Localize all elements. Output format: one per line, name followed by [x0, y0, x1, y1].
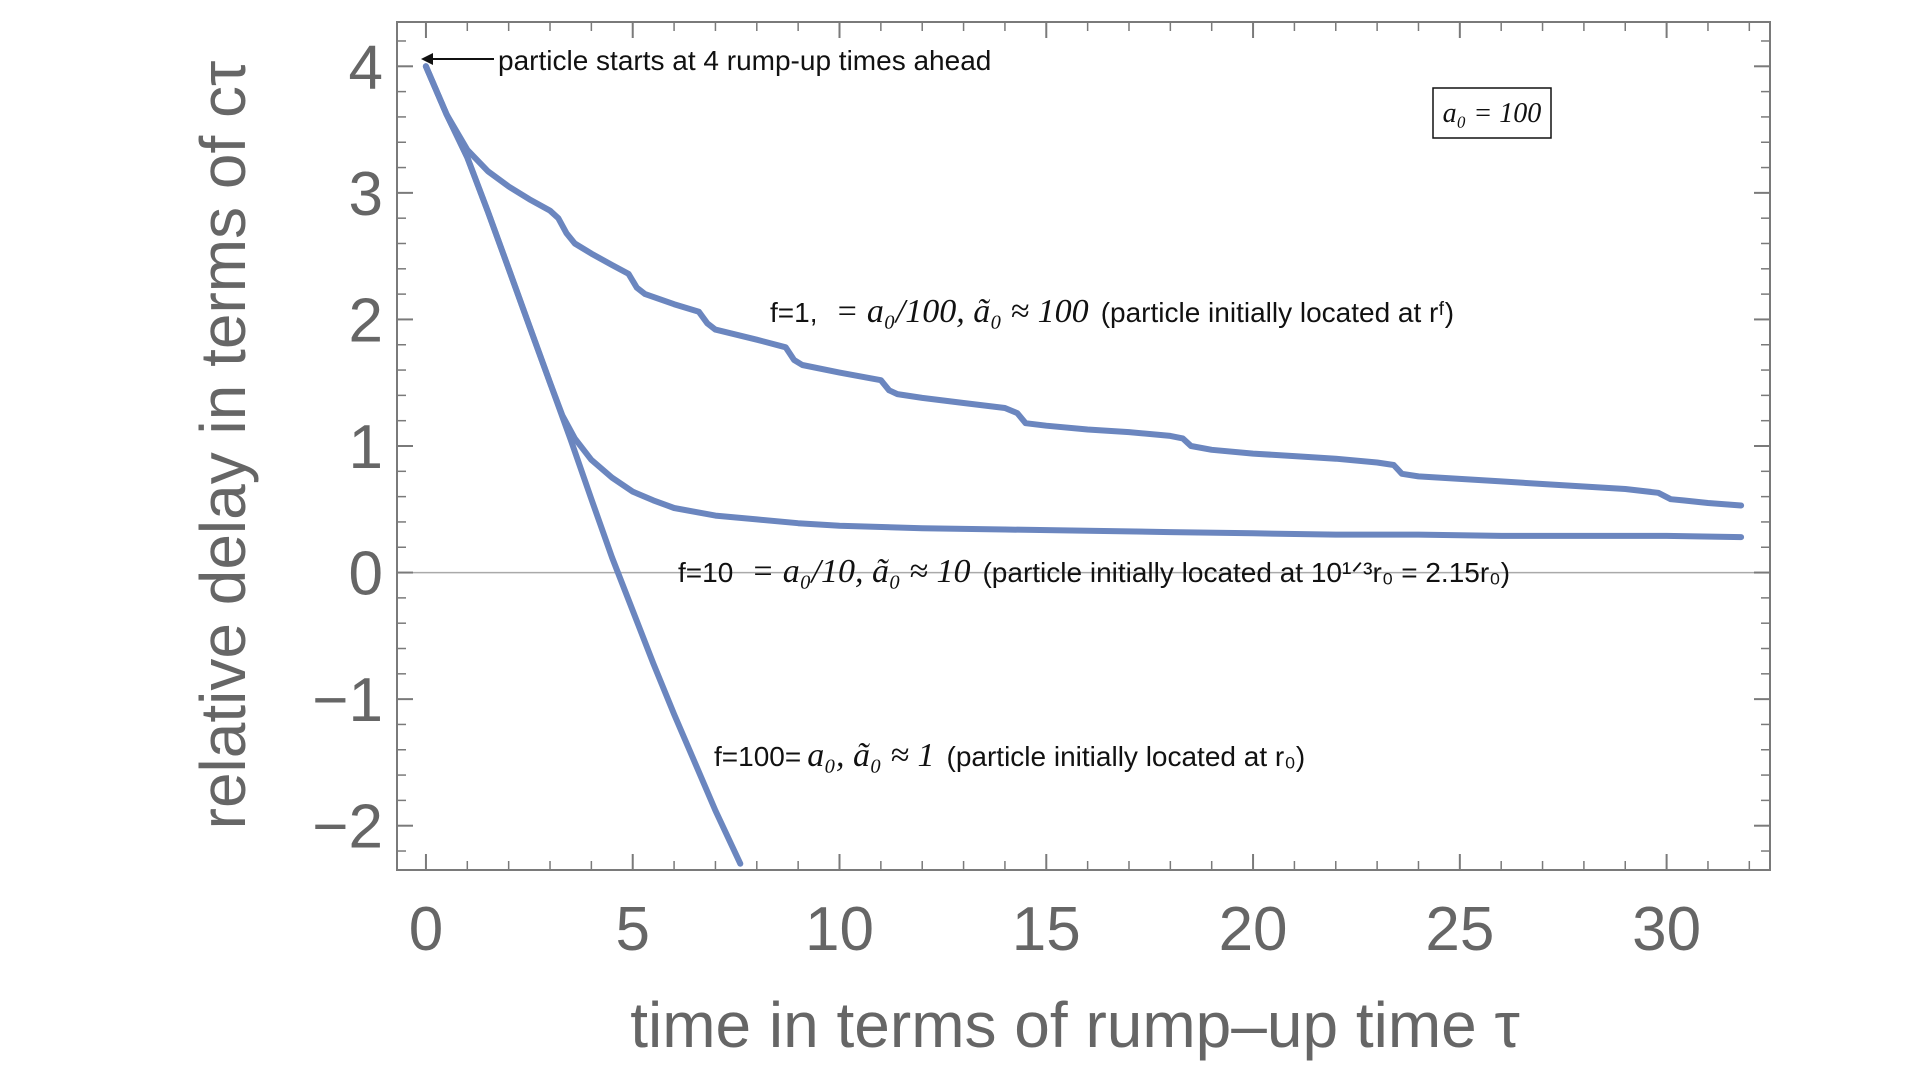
start-annotation: particle starts at 4 rump-up times ahead [498, 45, 991, 76]
f100-annotation: f=100= a₀, ã₀ ≈ 1 (particle initially lo… [714, 737, 1305, 774]
f10-annotation: f=10 = a₀/10, ã₀ ≈ 10 (particle initiall… [678, 553, 1510, 590]
y-tick-label: −1 [312, 666, 383, 735]
f100-prefix: f=100= [714, 741, 801, 772]
y-tick-label: 1 [349, 413, 383, 482]
x-axis-title: time in terms of rump–up time τ [630, 989, 1520, 1061]
x-tick-label: 25 [1425, 895, 1494, 964]
f1-math: = a₀/100, ã₀ ≈ 100 [835, 293, 1088, 330]
x-tick-label: 20 [1219, 895, 1288, 964]
inset-box [1432, 87, 1552, 139]
series-line-f100 [422, 63, 744, 867]
inset-box-label: a₀ = 100 [1443, 98, 1542, 129]
x-tick-label: 15 [1012, 895, 1081, 964]
series-line-f1 [422, 63, 1745, 509]
f1-prefix: f=1, [770, 297, 817, 328]
f100-math: a₀, ã₀ ≈ 1 [807, 737, 934, 774]
start-arrowhead [421, 53, 433, 65]
y-tick-label: 3 [349, 160, 383, 229]
x-tick-label: 30 [1632, 895, 1701, 964]
f100-suffix: (particle initially located at r₀) [947, 741, 1306, 772]
f1-suffix: (particle initially located at rᶠ) [1101, 297, 1454, 328]
x-tick-label: 10 [805, 895, 874, 964]
f10-suffix: (particle initially located at 10¹ᐟ³r₀ =… [982, 557, 1510, 588]
f10-math: = a₀/10, ã₀ ≈ 10 [751, 553, 970, 590]
x-tick-label: 5 [615, 895, 649, 964]
y-tick-label: 2 [349, 286, 383, 355]
y-tick-label: −2 [312, 793, 383, 862]
y-axis-title: relative delay in terms of cτ [187, 61, 259, 830]
y-tick-label: 4 [349, 33, 383, 102]
f10-prefix: f=10 [678, 557, 733, 588]
f1-annotation: f=1, = a₀/100, ã₀ ≈ 100 (particle initia… [770, 293, 1454, 330]
x-tick-label: 0 [409, 895, 443, 964]
y-tick-label: 0 [349, 540, 383, 609]
